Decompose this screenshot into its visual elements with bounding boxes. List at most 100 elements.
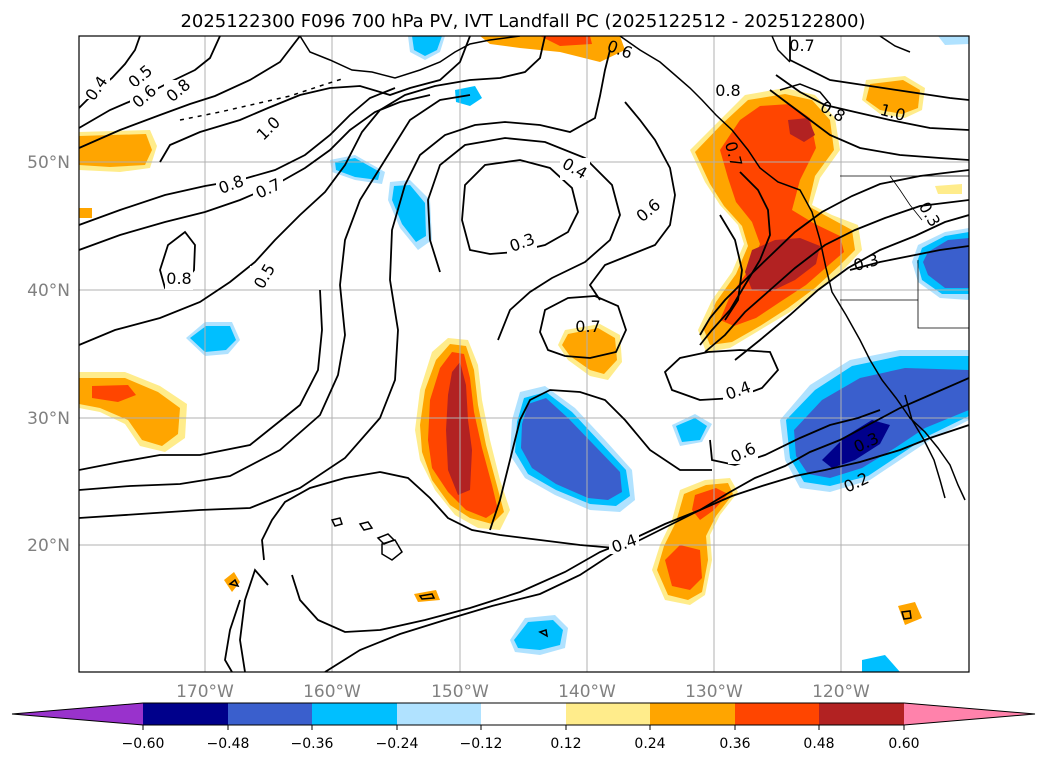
colorbar-ticks xyxy=(142,725,905,730)
island-2 xyxy=(418,593,436,600)
contour-label: 0.7 xyxy=(575,317,600,336)
anomaly-pos-tiny4 xyxy=(79,208,92,218)
colorbar-segment xyxy=(143,703,228,725)
colorbar-segment xyxy=(312,703,397,725)
colorbar-tick-label: 0.36 xyxy=(719,736,750,752)
contour-1.0-ne xyxy=(775,74,969,131)
anomaly-pos-w30-strong xyxy=(92,385,136,402)
anomaly-pos-central-max xyxy=(446,362,472,495)
lat-label-40n: 40°N xyxy=(27,281,70,301)
baja-california xyxy=(904,394,946,499)
contour-0.7-e xyxy=(704,199,969,353)
contour-0.7-sw xyxy=(239,568,269,672)
contour-0.6-nw xyxy=(79,36,301,149)
lon-label-150w: 150°W xyxy=(431,682,489,702)
colorbar-tick-label: 0.24 xyxy=(634,736,665,752)
colorbar-segment xyxy=(819,703,904,725)
island-4 xyxy=(901,610,912,620)
contour-0.3-e2 xyxy=(849,245,969,271)
colorbar-tick-label: −0.60 xyxy=(122,736,165,752)
lon-label-160w: 160°W xyxy=(303,682,361,702)
coast-north xyxy=(771,36,791,63)
colorbar-extend-min xyxy=(12,703,143,725)
anomaly-neg-small6-mid xyxy=(676,418,707,442)
anomaly-neg-small8 xyxy=(862,655,900,672)
hawaii-oahu xyxy=(358,521,374,531)
colorbar-segment xyxy=(566,703,650,725)
map-frame xyxy=(78,35,970,673)
lat-label-30n: 30°N xyxy=(27,409,70,429)
colorbar-tick-label: −0.48 xyxy=(207,736,250,752)
colorbar-tick-label: 0.48 xyxy=(803,736,834,752)
alaska-coast xyxy=(299,36,521,79)
contour-0.3 xyxy=(79,49,611,519)
island-3 xyxy=(538,629,548,638)
lon-label-140w: 140°W xyxy=(558,682,616,702)
coastlines xyxy=(179,36,969,638)
contour-0.7-ne xyxy=(789,36,969,101)
state-border-2 xyxy=(917,260,969,329)
contour-0.6-se xyxy=(709,409,881,466)
coast-inlet xyxy=(779,83,831,105)
contour-0.7-closed xyxy=(539,295,627,359)
colorbar-segment xyxy=(397,703,481,725)
contour-0.3-e xyxy=(719,214,743,321)
colorbar-segment xyxy=(735,703,819,725)
contour-label: 0.7 xyxy=(789,36,814,55)
contour-0.8-e xyxy=(699,169,969,336)
state-border-1 xyxy=(889,175,923,221)
anomaly-neg-small7-mid xyxy=(514,620,563,650)
contour-label: 0.8 xyxy=(715,81,740,100)
map-area: 0.4 0.5 0.6 0.8 1.0 0.8 0.7 0.8 0.5 0.4 … xyxy=(79,36,969,672)
anomaly-pos-tiny5 xyxy=(935,184,962,194)
contour-0.8-ne xyxy=(769,89,969,161)
contour-0.5-s xyxy=(79,289,323,471)
contour-0.5 xyxy=(79,36,546,346)
colorbar-segment xyxy=(481,703,566,725)
gridlines xyxy=(79,36,969,672)
coast-ne xyxy=(879,36,911,53)
lon-label-120w: 120°W xyxy=(812,682,870,702)
colorbar-tick-label: −0.36 xyxy=(291,736,334,752)
lon-label-130w: 130°W xyxy=(685,682,743,702)
colorbar-segment xyxy=(228,703,312,725)
contour-label: 0.8 xyxy=(166,269,191,288)
contour-0.5-sw xyxy=(224,599,241,672)
contour-0.6-c xyxy=(588,101,676,301)
contour-0.6-e xyxy=(734,214,969,361)
contour-labels: 0.4 0.5 0.6 0.8 1.0 0.8 0.7 0.8 0.5 0.4 … xyxy=(81,36,944,557)
anomaly-pos-140w-mid xyxy=(562,328,617,374)
colorbar-tick-label: 0.12 xyxy=(550,736,581,752)
contour-0.5-e xyxy=(699,171,771,346)
colorbar-segment xyxy=(650,703,735,725)
anomaly-pos-nw-mid xyxy=(79,134,152,167)
contour-0.2-low xyxy=(324,377,969,672)
lon-label-170w: 170°W xyxy=(176,682,234,702)
contour-0.4-w xyxy=(79,94,471,491)
anomaly-pos-top-strong xyxy=(540,36,592,46)
lon-labels: 170°W 160°W 150°W 140°W 130°W 120°W xyxy=(176,682,870,702)
colorbar: −0.60 −0.48 −0.36 −0.24 −0.12 0.12 0.24 … xyxy=(11,702,1036,752)
anomaly-neg-small1-mid xyxy=(190,326,236,352)
island-1 xyxy=(228,578,240,588)
colorbar-tick-label: 0.60 xyxy=(888,736,919,752)
anomaly-neg-sw-max xyxy=(822,420,890,468)
contour-1.0 xyxy=(159,36,471,163)
hawaii-kauai xyxy=(330,517,343,527)
contour-0.6-s xyxy=(261,471,616,561)
anomaly-neg-central-strong xyxy=(521,398,622,500)
anomaly-pos-tiny2 xyxy=(414,590,440,602)
colorbar-tick-label: −0.24 xyxy=(376,736,419,752)
contour-0.4-c xyxy=(427,137,621,341)
anomaly-pos-far-ne-mid xyxy=(866,80,920,114)
lat-label-50n: 50°N xyxy=(27,153,70,173)
contour-0.8-w xyxy=(79,87,396,226)
anomaly-pos-se-strong1 xyxy=(665,545,702,590)
anomaly-neg-small9 xyxy=(938,36,969,45)
lat-labels: 50°N 40°N 30°N 20°N xyxy=(27,153,70,556)
north-america-coast xyxy=(619,36,966,501)
contour-0.5-c xyxy=(489,389,712,531)
anomaly-neg-small4-mid xyxy=(412,36,442,56)
pv-shading xyxy=(79,36,969,672)
colorbar-extend-max xyxy=(904,703,1035,725)
